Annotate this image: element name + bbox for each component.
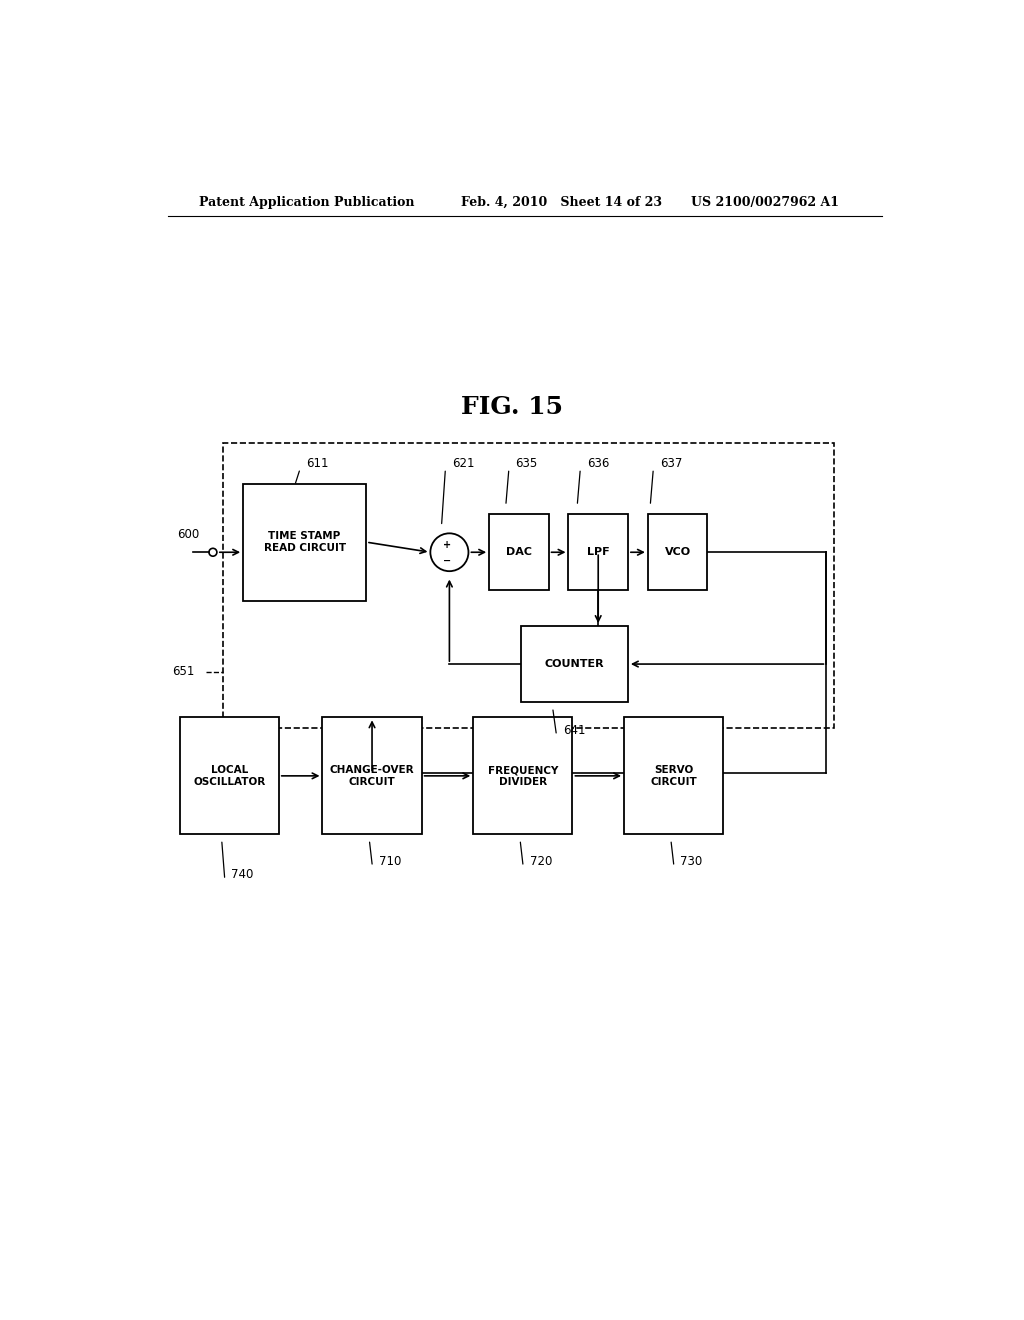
Text: 730: 730 (680, 855, 702, 869)
Text: 651: 651 (172, 665, 194, 678)
Text: US 2100/0027962 A1: US 2100/0027962 A1 (691, 195, 840, 209)
Text: FREQUENCY
DIVIDER: FREQUENCY DIVIDER (487, 766, 558, 787)
Text: 710: 710 (379, 855, 401, 869)
Text: 636: 636 (587, 457, 609, 470)
Text: +: + (443, 540, 452, 549)
Text: COUNTER: COUNTER (545, 659, 604, 669)
Bar (624, 718, 723, 834)
Text: 621: 621 (452, 457, 474, 470)
Text: 637: 637 (659, 457, 682, 470)
Text: DAC: DAC (506, 548, 531, 557)
Text: 740: 740 (231, 869, 254, 882)
Text: −: − (443, 556, 452, 566)
Text: VCO: VCO (665, 548, 690, 557)
Text: 635: 635 (515, 457, 538, 470)
Bar (489, 515, 549, 590)
Text: 720: 720 (529, 855, 552, 869)
Bar (243, 483, 367, 601)
Text: TIME STAMP
READ CIRCUIT: TIME STAMP READ CIRCUIT (263, 531, 346, 553)
Text: 600: 600 (177, 528, 200, 541)
Text: FIG. 15: FIG. 15 (461, 396, 563, 420)
Bar (323, 718, 422, 834)
Bar (223, 444, 835, 727)
Text: LOCAL
OSCILLATOR: LOCAL OSCILLATOR (194, 766, 265, 787)
Bar (568, 515, 628, 590)
Text: Patent Application Publication: Patent Application Publication (200, 195, 415, 209)
Text: 641: 641 (563, 725, 586, 737)
Text: SERVO
CIRCUIT: SERVO CIRCUIT (650, 766, 697, 787)
Text: LPF: LPF (587, 548, 609, 557)
Text: CHANGE-OVER
CIRCUIT: CHANGE-OVER CIRCUIT (330, 766, 415, 787)
Bar (521, 626, 628, 702)
Bar (648, 515, 708, 590)
Text: Feb. 4, 2010   Sheet 14 of 23: Feb. 4, 2010 Sheet 14 of 23 (461, 195, 663, 209)
Text: 611: 611 (306, 457, 329, 470)
Bar (179, 718, 279, 834)
Bar (473, 718, 572, 834)
